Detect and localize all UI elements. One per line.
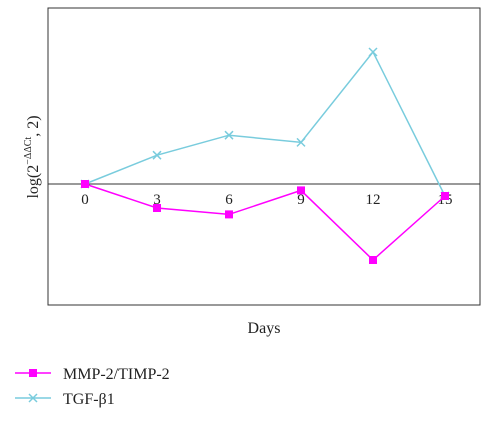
x-tick-label-6: 6: [225, 192, 233, 208]
series-tgf-line: [84, 50, 446, 197]
y-axis-label-base: log(2: [25, 165, 42, 199]
series-mmp-point-day-15: [441, 192, 449, 200]
x-tick-label-9: 9: [297, 192, 305, 208]
series-mmp-point-day-9: [297, 186, 305, 195]
series-mmp-point-day-3: [153, 204, 161, 212]
x-tick-label-3: 3: [153, 192, 161, 208]
y-axis-label-tail: , 2): [25, 115, 42, 136]
series-mmp: [81, 180, 449, 264]
series-mmp-point-day-12: [369, 256, 377, 264]
series-tgf: [80, 47, 450, 201]
plot-area-frame: [47, 7, 481, 306]
legend-tgf-label: TGF-β1: [63, 391, 115, 408]
series-layer: [80, 47, 450, 264]
legend-item-tgf: TGF-β1: [15, 391, 115, 408]
y-axis-label: log(2−ΔΔCt, 2): [23, 115, 42, 198]
x-tick-label-0: 0: [81, 192, 89, 208]
x-tick-labels: 03691215: [81, 192, 452, 208]
x-axis-label: Days: [248, 320, 281, 337]
series-tgf-point-day-9: [296, 137, 306, 147]
x-tick-label-12: 12: [366, 192, 381, 208]
series-mmp-point-day-6: [225, 210, 233, 219]
series-tgf-point-day-6: [224, 130, 234, 140]
series-mmp-line: [84, 183, 446, 262]
series-tgf-point-day-3: [152, 150, 162, 160]
series-mmp-point-day-0: [81, 180, 89, 188]
legend-mmp-marker: [29, 369, 37, 377]
legend-tgf-marker: [28, 393, 38, 403]
legend-mmp-label: MMP-2/TIMP-2: [63, 366, 170, 383]
legend: MMP-2/TIMP-2 TGF-β1: [15, 366, 170, 408]
legend-item-mmp: MMP-2/TIMP-2: [15, 366, 170, 383]
y-axis-label-superscript: −ΔΔCt: [23, 137, 34, 165]
series-tgf-point-day-12: [368, 47, 378, 57]
